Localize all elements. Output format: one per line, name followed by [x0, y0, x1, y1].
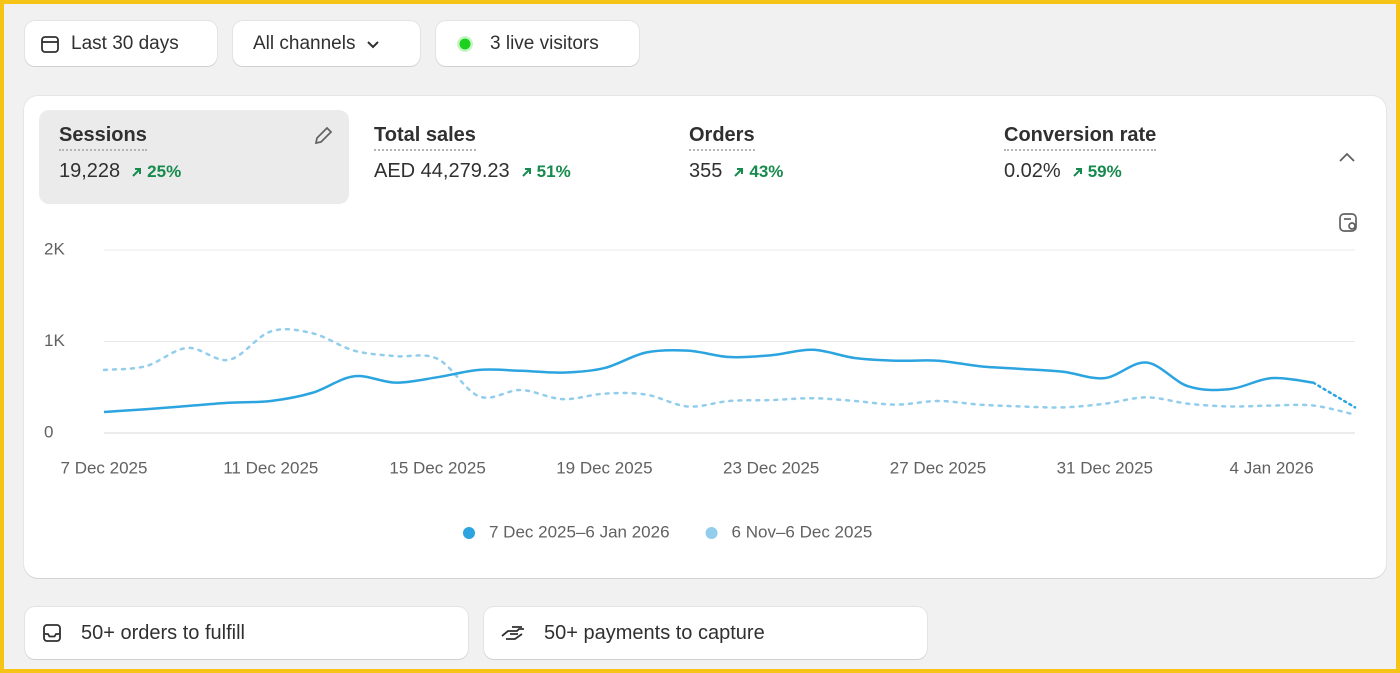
date-range-label: Last 30 days: [71, 32, 179, 54]
date-range-button[interactable]: Last 30 days: [25, 21, 217, 66]
metric-change: 25%: [147, 161, 182, 181]
metric-value: 355: [689, 160, 723, 182]
x-tick-label: 7 Dec 2025: [61, 458, 148, 477]
x-tick-label: 15 Dec 2025: [389, 458, 485, 477]
metric-tile[interactable]: Orders 355 43%: [669, 110, 979, 204]
legend-swatch: [463, 527, 475, 539]
up-arrow: [734, 167, 744, 177]
y-tick-label: 2K: [44, 239, 65, 258]
calendar-icon: [41, 35, 59, 53]
live-visitors-label: 3 live visitors: [490, 32, 599, 54]
chevron-down-icon: [367, 40, 380, 48]
inbox-icon: [43, 624, 61, 642]
legend-swatch: [705, 527, 718, 539]
metric-tile[interactable]: Total sales AED 44,279.23 51%: [354, 110, 664, 204]
task-card[interactable]: 50+ orders to fulfill: [25, 607, 468, 659]
task-card[interactable]: 50+ payments to capture: [484, 607, 927, 659]
up-arrow: [132, 167, 142, 177]
collapse-icon[interactable]: [1337, 148, 1357, 168]
metric-change: 51%: [536, 161, 571, 181]
up-arrow: [1073, 167, 1082, 177]
x-tick-label: 4 Jan 2026: [1230, 458, 1314, 477]
metric-label: Total sales: [374, 124, 476, 151]
y-tick-label: 1K: [44, 331, 65, 350]
legend-label: 6 Nov–6 Dec 2025: [732, 522, 873, 541]
edit-icon[interactable]: [311, 124, 335, 148]
live-dot: [457, 35, 473, 52]
metric-change: 43%: [749, 161, 784, 181]
metric-value: AED 44,279.23: [374, 160, 510, 182]
x-tick-label: 27 Dec 2025: [890, 458, 986, 477]
legend-label: 7 Dec 2025–6 Jan 2026: [489, 522, 670, 541]
x-tick-label: 11 Dec 2025: [223, 458, 318, 477]
task-label: 50+ payments to capture: [544, 621, 765, 644]
chart-search-icon[interactable]: [1337, 211, 1361, 235]
up-arrow: [521, 167, 531, 177]
channels-button[interactable]: All channels: [233, 21, 420, 66]
live-visitors-button[interactable]: 3 live visitors: [436, 21, 639, 66]
metric-value: 0.02%: [1004, 160, 1061, 182]
series-line-partial: [1312, 381, 1357, 409]
y-tick-label: 0: [44, 422, 53, 441]
x-tick-label: 19 Dec 2025: [556, 458, 652, 477]
x-tick-label: 31 Dec 2025: [1057, 458, 1153, 477]
metric-tile[interactable]: Conversion rate 0.02% 59%: [984, 110, 1294, 204]
channels-label: All channels: [253, 32, 356, 54]
payment-icon: [501, 626, 524, 640]
metric-tile[interactable]: Sessions 19,228 25%: [39, 110, 349, 204]
x-tick-label: 23 Dec 2025: [723, 458, 819, 477]
metric-label: Orders: [689, 124, 755, 151]
series-line: [102, 327, 1357, 416]
metric-label: Sessions: [59, 124, 147, 151]
metric-value: 19,228: [59, 160, 121, 182]
sessions-card: Sessions 19,228 25% Total sales AED 44,27…: [24, 96, 1386, 578]
series-line: [103, 348, 1314, 414]
task-label: 50+ orders to fulfill: [81, 621, 245, 644]
metric-change: 59%: [1087, 161, 1122, 181]
metric-label: Conversion rate: [1004, 124, 1157, 151]
